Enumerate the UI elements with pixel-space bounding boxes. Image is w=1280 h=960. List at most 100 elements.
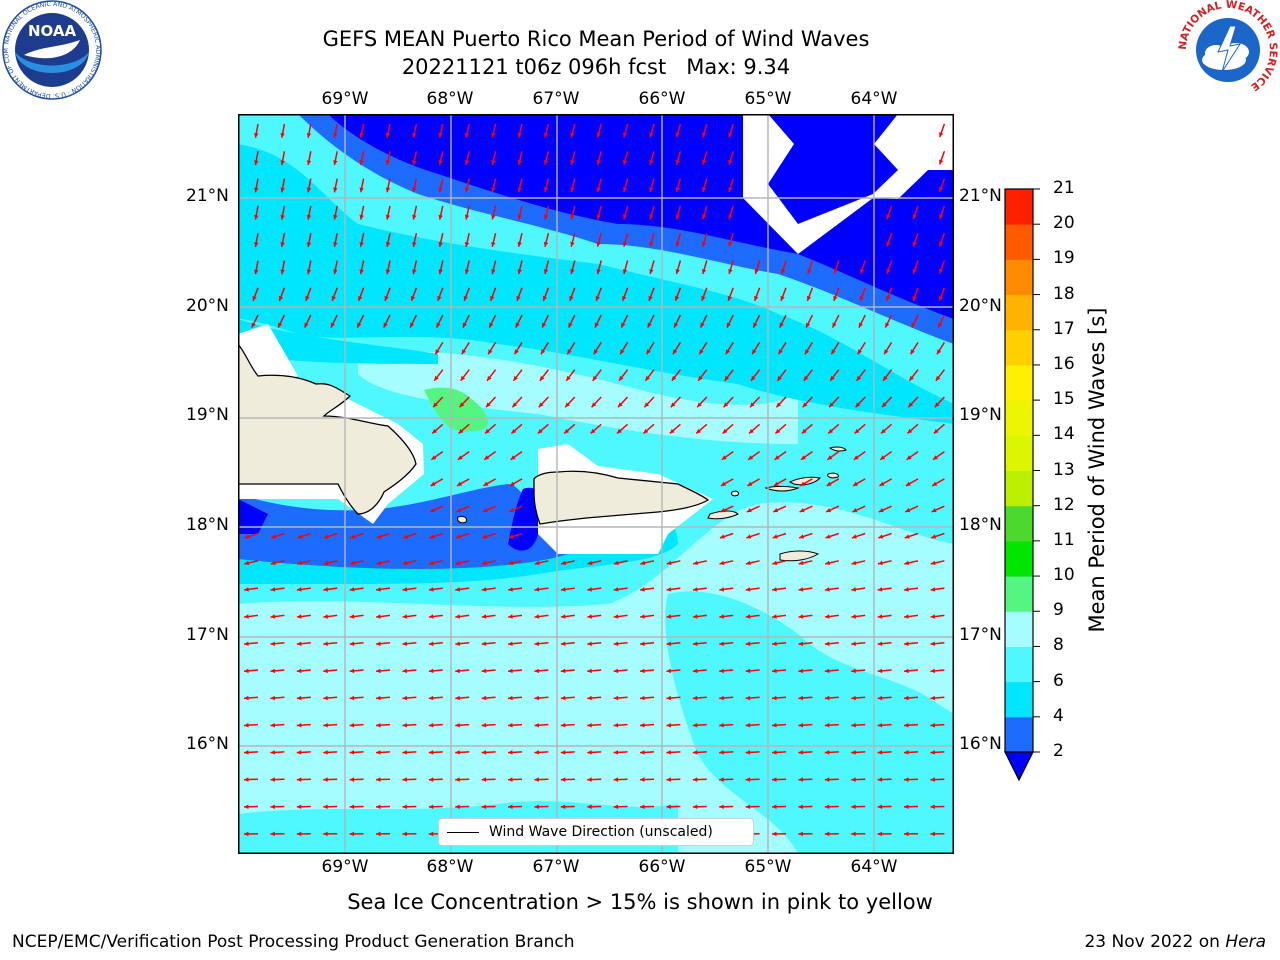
wind-wave-arrow-head	[613, 722, 619, 728]
wind-wave-arrow-head	[568, 322, 573, 328]
wind-wave-arrow-head	[930, 587, 936, 592]
wind-wave-arrow-head	[772, 560, 778, 566]
wind-wave-arrow-head	[640, 668, 645, 674]
wind-wave-arrow-head	[939, 186, 944, 192]
wind-wave-arrow-head	[280, 187, 285, 193]
wind-wave-arrow-head	[799, 508, 805, 513]
wind-wave-arrow-head	[560, 750, 566, 755]
wind-wave-arrow-head	[430, 481, 436, 486]
land-puerto-rico	[533, 470, 710, 525]
wind-wave-arrow-head	[613, 804, 619, 809]
wind-wave-arrow-head	[567, 349, 572, 355]
wind-wave-arrow-head	[772, 587, 777, 592]
wind-wave-arrow-head	[376, 587, 381, 592]
wind-wave-arrow-head	[826, 508, 832, 513]
wind-wave-arrow-head	[773, 508, 779, 513]
wind-wave-arrow-head	[428, 641, 434, 646]
wind-wave-arrow-head	[692, 750, 698, 755]
wind-wave-arrow-head	[697, 402, 702, 408]
wind-wave-arrow-head	[670, 402, 676, 408]
wind-wave-arrow-head	[722, 428, 728, 434]
sea-ice-note: Sea Ice Concentration > 15% is shown in …	[347, 890, 933, 914]
wind-wave-arrow-head	[296, 777, 302, 782]
wind-wave-arrow-head	[587, 587, 593, 592]
wind-wave-arrow-head	[323, 695, 328, 701]
wind-wave-arrow-head	[772, 534, 778, 539]
wind-wave-arrow-head	[306, 242, 312, 247]
wind-wave-arrow-head	[877, 777, 883, 782]
wind-wave-arrow-head	[749, 428, 754, 434]
wind-wave-arrow-head	[939, 159, 944, 165]
wind-wave-arrow-head	[455, 641, 460, 646]
wind-wave-arrow-head	[904, 668, 909, 674]
wind-wave-arrow-head	[907, 428, 913, 434]
wind-wave-arrow-head	[939, 214, 944, 220]
wind-wave-arrow-head	[508, 534, 514, 539]
wind-wave-arrow-head	[851, 750, 856, 755]
wind-wave-arrow-head	[412, 160, 417, 165]
wind-wave-arrow-head	[886, 268, 891, 274]
wind-wave-arrow-head	[877, 668, 883, 674]
contour-6-8s-southeast	[665, 591, 954, 854]
colorbar-box	[1005, 470, 1033, 507]
wind-wave-arrow-head	[878, 534, 884, 539]
wind-wave-arrow-head	[798, 695, 804, 701]
wind-wave-arrow-head	[669, 428, 675, 434]
colorbar-box	[1005, 329, 1033, 366]
wind-wave-arrow-head	[543, 132, 549, 138]
map-frame	[238, 114, 954, 854]
wind-wave-arrow-head	[570, 241, 575, 247]
wind-wave-arrow-head	[376, 722, 381, 728]
wind-wave-arrow-head	[517, 241, 522, 247]
wind-wave-arrow-head	[508, 750, 513, 755]
wind-wave-arrow-head	[692, 614, 698, 619]
wind-wave-arrow-head	[543, 159, 549, 165]
wind-wave-arrow-head	[912, 241, 917, 247]
footer-date-text: 23 Nov 2022 on	[1084, 932, 1226, 952]
wind-wave-arrow-head	[752, 349, 757, 355]
wind-wave-arrow-head	[560, 804, 566, 809]
wind-wave-arrow-head	[483, 481, 489, 486]
wind-wave-arrow-head	[745, 560, 751, 566]
wind-wave-arrow-head	[323, 750, 328, 755]
wind-wave-arrow-head	[798, 777, 803, 782]
wind-wave-arrow-head	[438, 214, 443, 220]
wind-wave-arrow-head	[433, 402, 438, 408]
wind-wave-arrow-head	[402, 750, 407, 755]
wind-wave-arrow-head	[508, 722, 513, 728]
wind-wave-arrow-head	[534, 777, 539, 782]
wind-wave-arrow-head	[877, 587, 883, 592]
wind-wave-arrow-head	[754, 268, 759, 274]
wind-wave-arrow-head	[349, 641, 355, 646]
wind-wave-arrow-head	[825, 534, 831, 539]
wind-wave-arrow-head	[537, 428, 543, 434]
wind-wave-arrow-head	[333, 160, 338, 166]
wind-wave-arrow-head	[851, 641, 856, 646]
wind-wave-arrow-head	[438, 242, 443, 247]
wind-wave-arrow-head	[904, 804, 909, 809]
wind-wave-arrow-head	[827, 455, 833, 460]
wind-wave-arrow-head	[877, 560, 883, 566]
wind-wave-arrow-head	[560, 777, 566, 782]
lon-label-top-68w: 68°W	[426, 89, 474, 109]
wind-wave-arrow-head	[753, 322, 758, 328]
wind-wave-arrow-head	[930, 831, 935, 837]
wind-wave-arrow-head	[904, 750, 909, 755]
wind-wave-arrow-head	[666, 668, 672, 674]
wind-wave-arrow-head	[747, 481, 753, 486]
wind-wave-arrow-head	[881, 402, 887, 408]
wind-wave-arrow-head	[749, 402, 755, 408]
wind-wave-arrow-head	[587, 777, 592, 782]
wind-wave-arrow-head	[464, 160, 470, 165]
wind-wave-arrow-head	[349, 831, 355, 837]
wind-wave-arrow-head	[930, 722, 936, 728]
wind-wave-arrow-head	[464, 269, 470, 275]
wind-wave-arrow-head	[719, 695, 724, 701]
land-culebra	[731, 490, 739, 497]
wind-wave-arrow-head	[244, 722, 249, 728]
wind-wave-arrow-head	[719, 777, 724, 782]
wind-wave-arrow-head	[720, 508, 726, 513]
wind-wave-arrow-head	[826, 481, 832, 486]
wind-wave-arrow-head	[244, 641, 249, 646]
wind-wave-arrow-head	[877, 695, 883, 701]
